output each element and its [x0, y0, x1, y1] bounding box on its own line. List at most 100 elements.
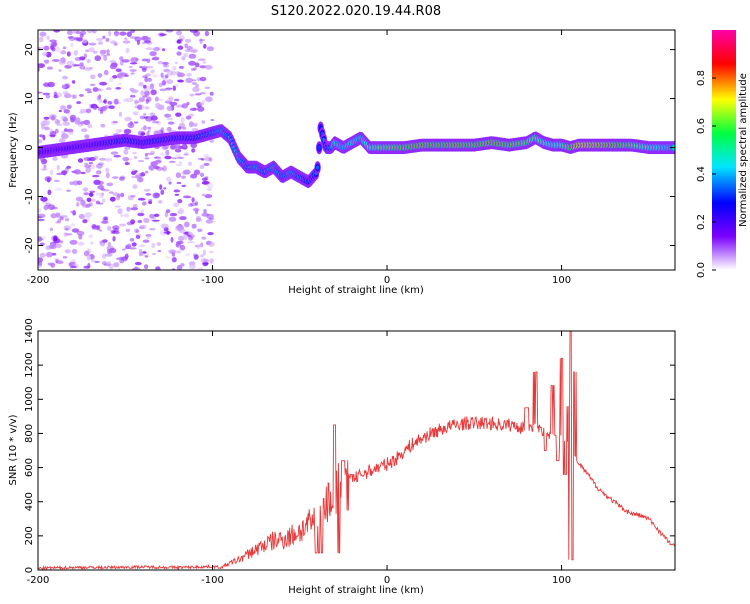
spectrogram-noise-cell [166, 118, 174, 120]
spectrogram-noise-cell [124, 116, 132, 122]
spectrogram-noise-cell [132, 184, 138, 189]
spectrogram-noise-cell [83, 250, 90, 257]
spectrogram-noise-cell [112, 192, 120, 196]
spectrogram-noise-cell [169, 212, 178, 217]
spectrogram-noise-cell [49, 227, 54, 232]
spectrogram-noise-cell [154, 213, 160, 217]
spectrogram-noise-cell [39, 36, 44, 43]
spectrogram-noise-cell [175, 154, 182, 158]
spectrogram-noise-cell [181, 103, 188, 109]
spectrogram-noise-cell [171, 257, 177, 263]
spectrogram-noise-cell [82, 187, 89, 192]
spectrogram-noise-cell [137, 219, 143, 224]
spectrogram-noise-cell [209, 220, 215, 223]
spectrogram-noise-cell [69, 181, 74, 185]
spectrogram-noise-cell [152, 192, 160, 199]
spectrogram-noise-cell [130, 195, 136, 198]
spectrogram-noise-cell [189, 30, 198, 33]
spectrogram-noise-cell [148, 165, 155, 171]
spectrogram-noise-cell [56, 164, 60, 171]
spectrogram-noise-cell [188, 53, 197, 59]
spectrogram-noise-cell [143, 116, 149, 119]
spectrogram-noise-cell [68, 35, 75, 42]
spectrogram-noise-cell [175, 84, 179, 87]
spectrogram-noise-cell [89, 83, 96, 86]
spectrogram-y-tick-label: 20 [24, 43, 35, 56]
spectrogram-noise-cell [181, 185, 186, 187]
spectrogram-noise-cell [68, 131, 74, 136]
spectrogram-noise-cell [103, 55, 108, 62]
spectrogram-noise-cell [205, 96, 213, 102]
spectrogram-noise-cell [165, 99, 171, 103]
spectrogram-noise-cell [73, 49, 79, 56]
spectrogram-noise-cell [96, 225, 101, 231]
spectrogram-noise-cell [141, 35, 149, 41]
spectrogram-noise-cell [115, 195, 121, 201]
spectrogram-noise-cell [191, 148, 196, 153]
spectrogram-noise-cell [196, 183, 200, 188]
spectrogram-noise-cell [91, 198, 96, 203]
spectrogram-noise-cell [183, 146, 188, 150]
spectrogram-noise-cell [134, 156, 138, 159]
spectrogram-noise-cell [149, 112, 156, 117]
spectrogram-noise-cell [97, 184, 105, 190]
spectrogram-noise-cell [176, 71, 182, 78]
spectrogram-noise-cell [157, 250, 162, 252]
spectrogram-noise-cell [112, 121, 119, 124]
spectrogram-noise-cell [94, 55, 102, 62]
spectrogram-noise-cell [90, 259, 96, 263]
spectrogram-y-tick-label: 0 [24, 144, 35, 150]
spectrogram-noise-cell [98, 101, 104, 104]
spectrogram-noise-cell [140, 132, 146, 136]
spectrogram-noise-cell [140, 90, 145, 96]
spectrogram-noise-cell [38, 218, 45, 222]
spectrogram-noise-cell [166, 70, 174, 76]
spectrogram-noise-cell [144, 90, 150, 97]
spectrogram-noise-cell [156, 242, 161, 246]
spectrogram-noise-cell [132, 151, 137, 155]
spectrogram-noise-cell [147, 152, 154, 156]
spectrogram-noise-cell [174, 148, 182, 153]
spectrogram-noise-cell [71, 248, 78, 255]
spectrogram-noise-cell [175, 172, 182, 179]
spectrogram-noise-cell [107, 100, 113, 105]
spectrogram-noise-cell [38, 91, 43, 94]
spectrogram-noise-cell [126, 206, 131, 212]
spectrogram-noise-cell [137, 212, 145, 217]
spectrogram-noise-cell [52, 59, 60, 62]
spectrogram-noise-cell [110, 229, 116, 234]
spectrogram-noise-cell [117, 71, 126, 78]
spectrogram-noise-cell [151, 74, 159, 78]
spectrogram-noise-cell [98, 99, 102, 102]
spectrogram-noise-cell [95, 200, 100, 205]
spectrogram-noise-cell [38, 139, 43, 144]
spectrogram-noise-cell [177, 199, 183, 204]
spectrogram-noise-cell [119, 176, 125, 181]
spectrogram-noise-cell [147, 77, 152, 82]
spectrogram-noise-cell [53, 30, 61, 33]
spectrogram-noise-cell [74, 117, 81, 123]
spectrogram-noise-cell [86, 30, 93, 34]
spectrogram-noise-cell [176, 41, 182, 44]
spectrogram-noise-cell [173, 189, 181, 193]
spectrogram-noise-cell [119, 175, 126, 180]
spectrogram-noise-cell [208, 157, 213, 162]
spectrogram-noise-cell [49, 39, 57, 43]
spectrogram-noise-cell [187, 231, 193, 236]
spectrogram-noise-cell [188, 235, 194, 241]
spectrogram-noise-cell [145, 98, 149, 104]
spectrogram-noise-cell [210, 119, 215, 121]
spectrogram-noise-cell [66, 51, 71, 57]
spectrogram-noise-cell [117, 193, 121, 198]
spectrogram-noise-cell [119, 256, 124, 262]
spectrogram-noise-cell [191, 223, 197, 229]
spectrogram-noise-cell [131, 242, 137, 247]
colorbar-tick-label: 0.4 [696, 166, 707, 182]
spectrogram-noise-cell [209, 258, 214, 264]
spectrogram-noise-cell [192, 207, 200, 212]
spectrogram-noise-cell [145, 170, 149, 174]
spectrogram-noise-cell [197, 58, 206, 61]
spectrogram-noise-cell [208, 241, 215, 247]
spectrogram-noise-cell [131, 176, 135, 179]
snr-y-tick-label: 600 [24, 458, 35, 477]
